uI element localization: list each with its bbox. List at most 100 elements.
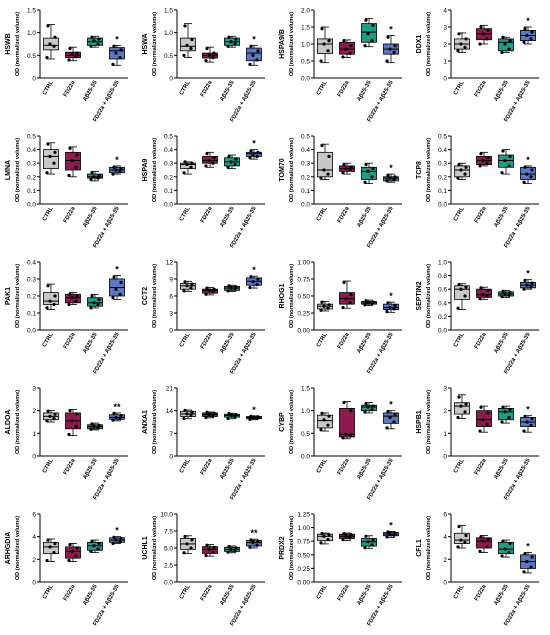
data-point	[229, 160, 233, 164]
y-tick-label: 0.4	[164, 147, 173, 154]
data-point	[388, 176, 392, 180]
data-point	[90, 171, 94, 175]
box-rect	[454, 165, 470, 178]
box-plot: 0.00 0.25 0.50 0.75 1.00 RHOG1 OD (normalized …	[279, 260, 402, 375]
data-point	[508, 39, 512, 43]
data-point	[111, 172, 115, 176]
data-point	[319, 308, 323, 312]
box-combo	[109, 44, 125, 66]
y-tick-label: 0	[443, 76, 447, 83]
data-point	[507, 293, 511, 297]
x-tick-label: FD22a	[63, 457, 77, 476]
data-point	[529, 565, 533, 569]
data-point	[229, 413, 233, 418]
data-point	[45, 171, 49, 175]
box-combo	[109, 165, 125, 176]
data-point	[234, 285, 238, 289]
box-plot: 0 2 4 6 CFL1 OD (normalized volume) * CTRL FD22a…	[416, 512, 539, 627]
data-point	[97, 37, 101, 41]
data-point	[68, 292, 72, 296]
data-point	[486, 537, 490, 541]
data-point	[45, 306, 49, 310]
y-tick-label: 1	[443, 59, 447, 66]
y-tick-label: 0.2	[164, 174, 173, 181]
data-point	[234, 37, 238, 41]
box-ctrl	[454, 162, 470, 180]
y-tick-label: 14	[166, 408, 174, 415]
box-fd22a	[476, 405, 492, 433]
data-point	[255, 58, 259, 62]
data-point	[249, 149, 253, 153]
box-abeta	[361, 162, 377, 184]
data-point	[53, 35, 57, 39]
data-point	[226, 165, 230, 169]
panel-ddx1: 0 1 2 3 4 DDX1 OD (normalized volume) * CTRL FD22…	[411, 0, 548, 126]
box-combo	[246, 414, 262, 422]
y-axis-title: OD (normalized volume)	[15, 12, 21, 76]
data-point	[366, 540, 370, 544]
data-point	[48, 545, 52, 549]
data-point	[463, 294, 467, 298]
data-point	[459, 42, 463, 46]
box-combo	[520, 278, 536, 291]
data-point	[370, 175, 374, 179]
data-point	[255, 543, 259, 547]
data-point	[233, 549, 237, 553]
data-point	[53, 541, 57, 546]
significance-marker: *	[252, 265, 256, 275]
y-tick-label: 0	[443, 580, 447, 587]
significance-marker: *	[252, 405, 256, 415]
data-point	[320, 143, 324, 148]
data-point	[344, 167, 348, 171]
data-point	[508, 291, 512, 295]
data-point	[190, 538, 194, 542]
data-point	[522, 40, 526, 44]
data-point	[342, 162, 346, 167]
data-point	[211, 550, 215, 554]
data-point	[319, 176, 323, 180]
data-point	[249, 538, 253, 542]
y-tick-label: 2	[443, 42, 447, 49]
data-point	[118, 417, 122, 421]
data-point	[182, 53, 186, 57]
box-ctrl	[317, 26, 333, 64]
data-point	[366, 301, 370, 305]
data-point	[226, 289, 230, 293]
y-axis-title: OD (normalized volume)	[15, 264, 21, 328]
box-fd22a	[202, 286, 218, 296]
y-tick-label: 0.0	[438, 328, 447, 335]
data-point	[119, 536, 123, 540]
data-point	[182, 416, 186, 421]
data-point	[529, 285, 533, 289]
x-tick-label: FD22a	[63, 205, 77, 224]
box-fd22a	[476, 24, 492, 46]
data-point	[112, 411, 116, 415]
x-tick-label: Aβ25-35	[356, 79, 373, 102]
data-point	[508, 541, 512, 546]
box-rect	[454, 532, 470, 544]
gene-label: HSPA9	[142, 158, 149, 181]
data-point	[112, 535, 116, 539]
significance-marker: *	[526, 16, 530, 26]
box-ctrl	[180, 408, 196, 421]
data-point	[183, 408, 187, 412]
box-plot: 0.0 2.5 5.0 7.5 10.0 UCHL1 OD (normalized volu…	[142, 512, 265, 627]
data-point	[319, 59, 323, 63]
data-point	[256, 150, 260, 154]
data-point	[229, 286, 233, 290]
data-point	[525, 560, 529, 564]
data-point	[68, 46, 72, 51]
data-point	[53, 412, 57, 416]
box-fd22a	[339, 400, 355, 440]
box-plot: 0.0 0.2 0.4 0.6 0.8 1.0 SEPTIN2 OD (normalized …	[416, 260, 539, 375]
data-point	[234, 412, 238, 417]
y-tick-label: 4	[443, 8, 447, 15]
y-tick-label: 0.0	[438, 202, 447, 209]
data-point	[204, 553, 208, 558]
data-point	[481, 539, 485, 543]
data-point	[256, 539, 260, 543]
data-point	[89, 44, 93, 48]
box-abeta	[224, 545, 240, 554]
box-plot: 0.0 0.5 1.0 1.5 2.0 HSPA9/B OD (normalized vol…	[279, 8, 402, 123]
data-point	[114, 538, 118, 542]
